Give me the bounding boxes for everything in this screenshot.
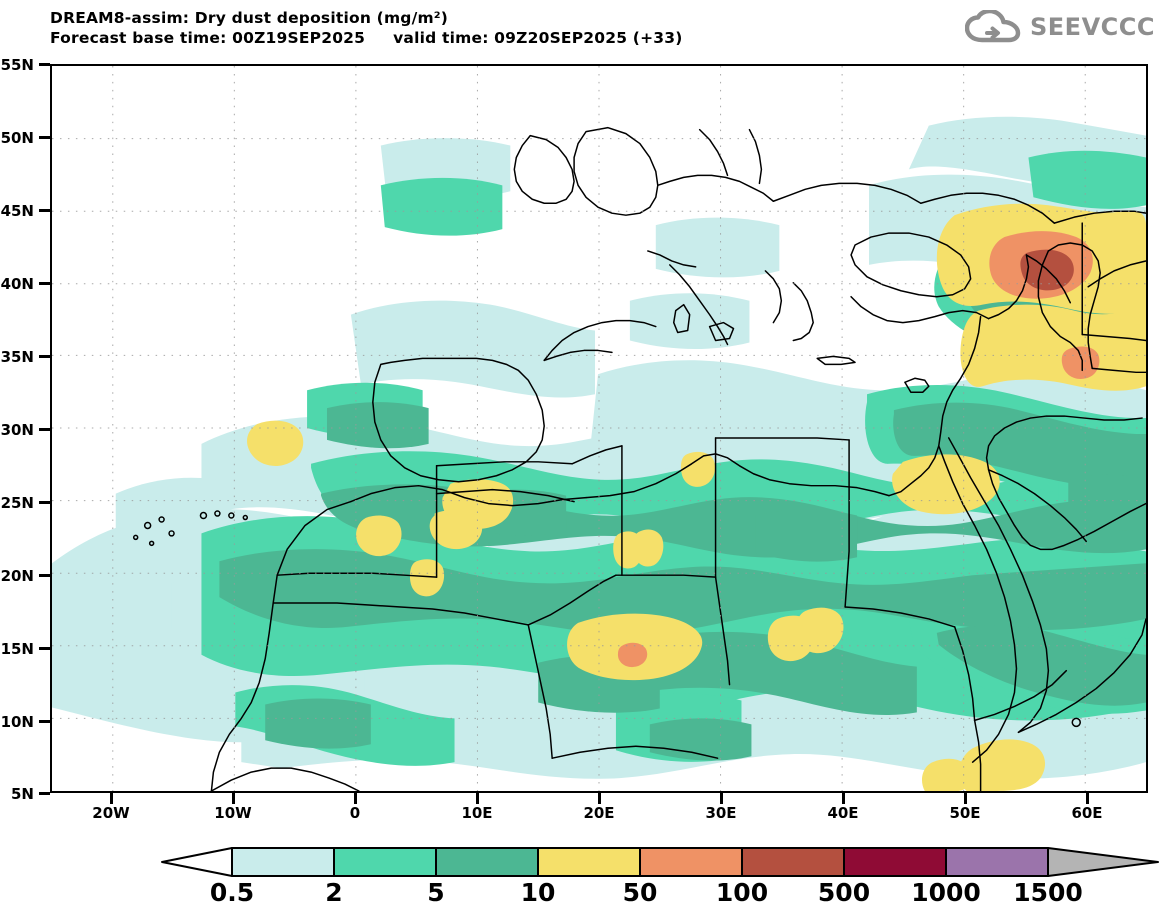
- x-axis-tick: [354, 793, 357, 804]
- x-axis-label-10E: 10E: [461, 804, 493, 822]
- colorbar-under-arrow: [161, 847, 233, 877]
- colorbar-label-5: 5: [427, 878, 445, 907]
- colorbar-swatch-50-100: [639, 847, 743, 877]
- y-axis-tick: [39, 428, 50, 431]
- x-axis-label-0: 0: [349, 804, 361, 822]
- colorbar-label-10: 10: [520, 878, 556, 907]
- chart-title-line1: DREAM8-assim: Dry dust deposition (mg/m²…: [50, 9, 449, 27]
- x-axis-tick: [720, 793, 723, 804]
- chart-title-block: DREAM8-assim: Dry dust deposition (mg/m²…: [50, 8, 683, 48]
- map-coastlines-borders: [132, 126, 1146, 791]
- seevccc-logo: SEEVCCC: [965, 10, 1155, 44]
- y-axis-tick: [39, 136, 50, 139]
- y-axis-label-35N: 35N: [0, 348, 34, 366]
- y-axis-tick: [39, 647, 50, 650]
- cloud-arrow-icon: [965, 10, 1021, 43]
- colorbar-swatch-0.5-2: [231, 847, 335, 877]
- y-axis-label-25N: 25N: [0, 494, 34, 512]
- x-axis-tick: [110, 793, 113, 804]
- y-axis-label-40N: 40N: [0, 275, 34, 293]
- y-axis-tick: [39, 792, 50, 795]
- seevccc-logo-text: SEEVCCC: [1030, 13, 1155, 41]
- y-axis-tick: [39, 282, 50, 285]
- colorbar-swatches: [161, 847, 1159, 877]
- colorbar[interactable]: [160, 845, 1160, 879]
- y-axis-label-20N: 20N: [0, 567, 34, 585]
- dust-deposition-heatmap: [52, 66, 1146, 791]
- colorbar-label-1000: 1000: [911, 878, 981, 907]
- y-axis-label-5N: 5N: [11, 785, 34, 803]
- chart-title-line2: Forecast base time: 00Z19SEP2025 valid t…: [50, 29, 683, 47]
- colorbar-swatch-5-10: [435, 847, 539, 877]
- x-axis-tick: [842, 793, 845, 804]
- y-axis-tick: [39, 501, 50, 504]
- colorbar-swatch-100-500: [741, 847, 845, 877]
- y-axis-tick: [39, 63, 50, 66]
- y-axis-label-30N: 30N: [0, 421, 34, 439]
- x-axis-label-20W: 20W: [92, 804, 130, 822]
- x-axis-label-20E: 20E: [583, 804, 615, 822]
- x-axis-tick: [1086, 793, 1089, 804]
- colorbar-swatch-2-5: [333, 847, 437, 877]
- colorbar-swatch-500-1000: [843, 847, 947, 877]
- map-gridlines: [52, 66, 1146, 791]
- x-axis-label-60E: 60E: [1071, 804, 1103, 822]
- y-axis-label-45N: 45N: [0, 202, 34, 220]
- y-axis-tick: [39, 355, 50, 358]
- colorbar-label-50: 50: [622, 878, 658, 907]
- y-axis-label-10N: 10N: [0, 713, 34, 731]
- x-axis-tick: [476, 793, 479, 804]
- x-axis-label-40E: 40E: [827, 804, 859, 822]
- colorbar-label-500: 500: [817, 878, 871, 907]
- x-axis-label-50E: 50E: [949, 804, 981, 822]
- y-axis-tick: [39, 574, 50, 577]
- colorbar-label-0.5: 0.5: [209, 878, 255, 907]
- colorbar-label-100: 100: [715, 878, 769, 907]
- x-axis-label-10W: 10W: [214, 804, 252, 822]
- x-axis-label-30E: 30E: [705, 804, 737, 822]
- y-axis-tick: [39, 720, 50, 723]
- y-axis-label-50N: 50N: [0, 129, 34, 147]
- x-axis-tick: [598, 793, 601, 804]
- colorbar-label-1500: 1500: [1013, 878, 1083, 907]
- colorbar-over-arrow: [1047, 847, 1159, 877]
- y-axis-label-15N: 15N: [0, 640, 34, 658]
- y-axis-label-55N: 55N: [0, 56, 34, 74]
- y-axis-tick: [39, 209, 50, 212]
- colorbar-swatch-1000-1500: [945, 847, 1049, 877]
- x-axis-tick: [232, 793, 235, 804]
- map-plot-area[interactable]: [50, 64, 1148, 793]
- colorbar-label-2: 2: [325, 878, 343, 907]
- x-axis-tick: [964, 793, 967, 804]
- colorbar-swatch-10-50: [537, 847, 641, 877]
